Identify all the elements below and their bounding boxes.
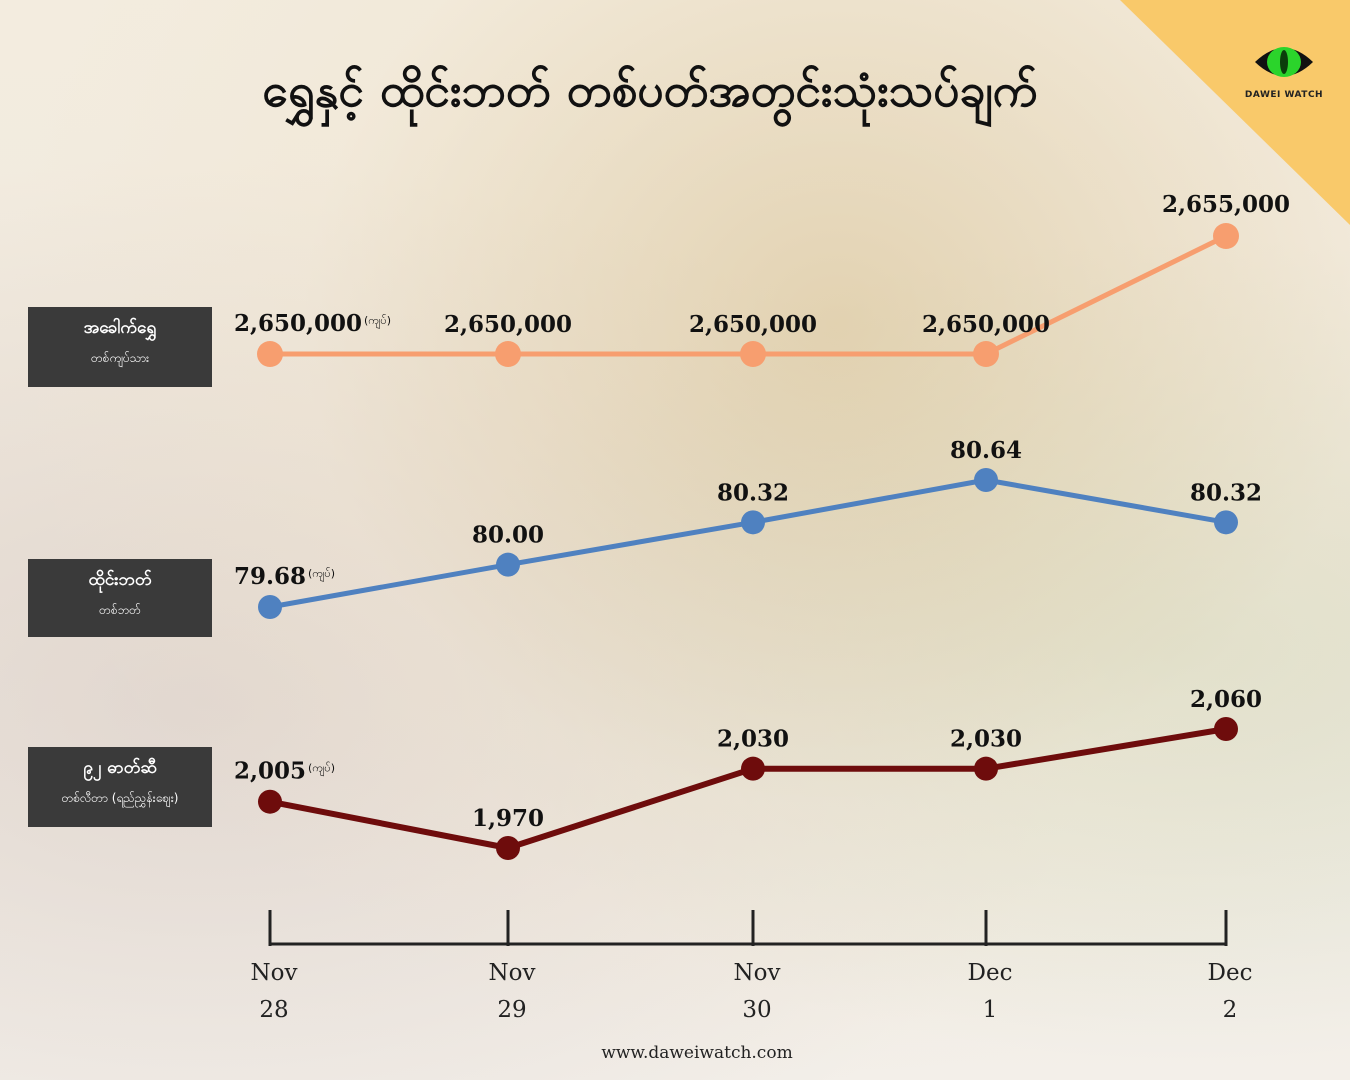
x-tick-label-0-month: Nov	[251, 960, 298, 986]
gold-value-label-3: 2,650,000	[922, 311, 1050, 338]
corner-accent	[1120, 0, 1350, 225]
series-label-thb-main: ထိုင်းဘတ်	[88, 570, 152, 590]
x-tick-label-4-month: Dec	[1208, 960, 1253, 986]
thb-point-2	[741, 510, 765, 535]
gold-value-label-2: 2,650,000	[689, 311, 817, 338]
fuel-unit-label: (ကျပ်)	[308, 762, 335, 777]
thb-point-0	[258, 595, 282, 619]
gold-value-label-1: 2,650,000	[444, 311, 572, 338]
series-label-fuel: ၉၂ ဓာတ်ဆီ တစ်လီတာ (ရည်ညွှန်းဈေး)	[28, 747, 212, 827]
x-tick-label-1-day: 29	[497, 997, 526, 1023]
thb-value-label-0: 79.68	[234, 563, 306, 590]
x-tick-label-1-month: Nov	[489, 960, 536, 986]
x-tick-label-2-month: Nov	[734, 960, 781, 986]
x-tick-label-3-day: 1	[983, 997, 998, 1023]
x-tick-label-3-month: Dec	[968, 960, 1013, 986]
fuel-point-3	[974, 756, 998, 781]
gold-value-label-0: 2,650,000	[234, 310, 362, 337]
thb-value-label-4: 80.32	[1190, 479, 1262, 506]
fuel-value-label-0: 2,005	[234, 758, 306, 785]
thb-point-4	[1214, 510, 1238, 535]
series-label-thb-sub: တစ်ဘတ်	[99, 603, 141, 617]
thb-unit-label: (ကျပ်)	[308, 567, 335, 582]
gold-point-4	[1213, 223, 1239, 249]
thb-point-3	[974, 468, 998, 492]
gold-point-1	[495, 341, 521, 367]
series-label-fuel-sub: တစ်လီတာ (ရည်ညွှန်းဈေး)	[61, 791, 179, 805]
gold-point-2	[740, 341, 766, 367]
x-tick-label-2-day: 30	[742, 997, 771, 1023]
series-label-gold: အခေါက်ရွှေ တစ်ကျပ်သား	[28, 307, 212, 387]
gold-unit-label: (ကျပ်)	[364, 314, 391, 329]
thb-value-label-3: 80.64	[950, 437, 1022, 464]
gold-value-label-4: 2,655,000	[1162, 191, 1290, 218]
fuel-point-1	[496, 836, 520, 860]
fuel-point-4	[1214, 717, 1238, 741]
series-label-thb: ထိုင်းဘတ် တစ်ဘတ်	[28, 559, 212, 637]
fuel-value-label-1: 1,970	[472, 805, 544, 832]
series-label-gold-main: အခေါက်ရွှေ	[83, 318, 157, 338]
fuel-value-label-3: 2,030	[950, 726, 1022, 753]
series-label-fuel-main: ၉၂ ဓာတ်ဆီ	[83, 758, 157, 778]
thb-value-label-1: 80.00	[472, 522, 544, 549]
gold-point-0	[257, 341, 283, 367]
fuel-value-label-4: 2,060	[1190, 686, 1262, 713]
x-tick-label-0-day: 28	[259, 997, 288, 1023]
footer-url: www.daweiwatch.com	[601, 1043, 793, 1063]
series-label-gold-sub: တစ်ကျပ်သား	[90, 351, 150, 365]
thb-point-1	[496, 552, 520, 577]
fuel-point-2	[741, 756, 765, 781]
logo: DAWEI WATCH	[1234, 40, 1334, 100]
gold-point-3	[973, 341, 999, 367]
x-tick-label-4-day: 2	[1223, 997, 1238, 1023]
eye-icon	[1255, 47, 1313, 77]
fuel-value-label-2: 2,030	[717, 726, 789, 753]
logo-text: DAWEI WATCH	[1244, 90, 1324, 100]
page-title: ရွှေနှင့် ထိုင်းဘတ် တစ်ပတ်အတွင်းသုံးသပ်ခ…	[262, 63, 1038, 117]
fuel-point-0	[258, 789, 282, 814]
thb-value-label-2: 80.32	[717, 479, 789, 506]
